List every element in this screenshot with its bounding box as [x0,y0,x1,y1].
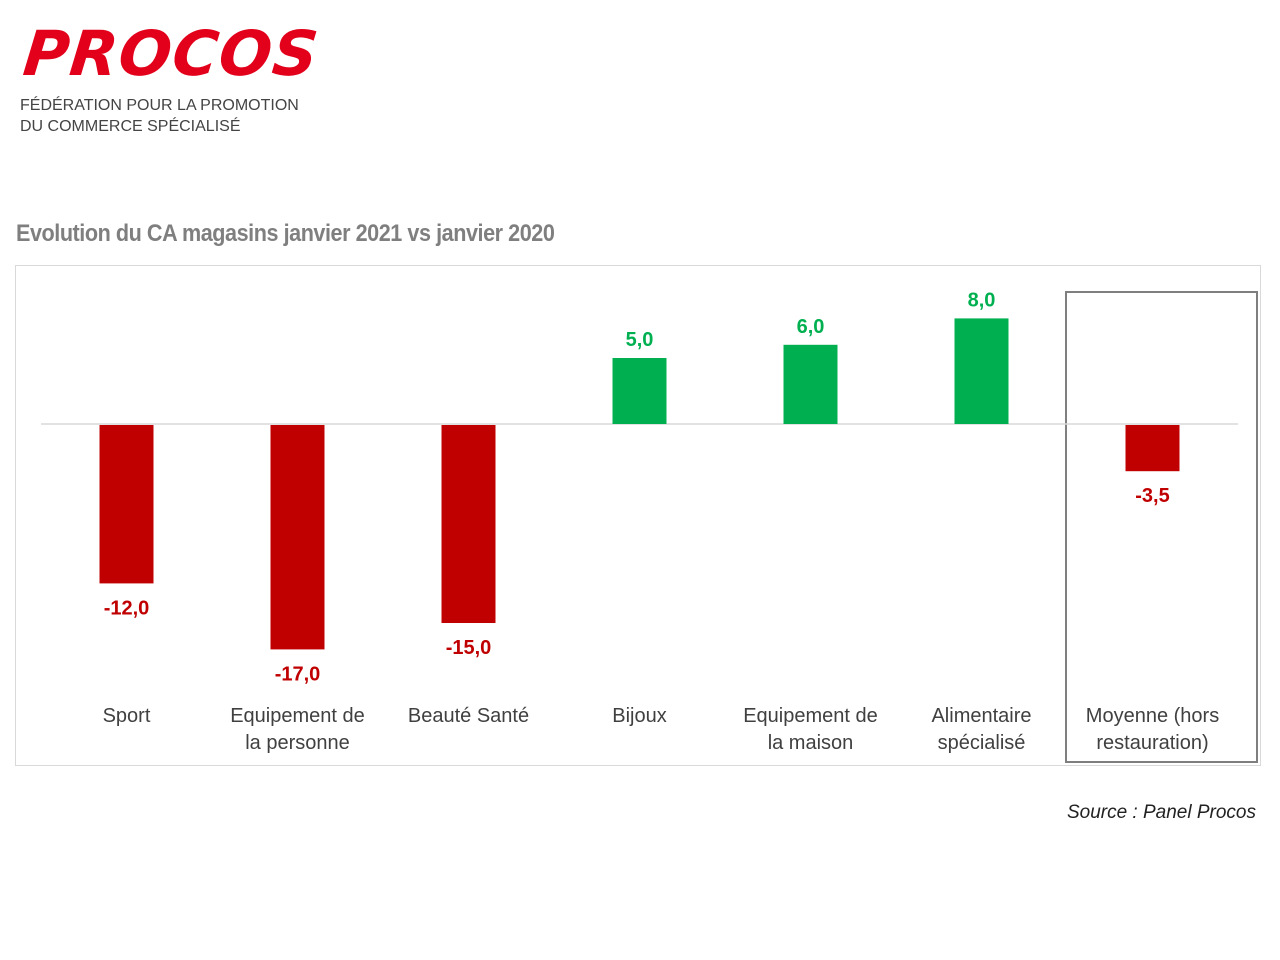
data-label: 6,0 [797,316,825,338]
data-label: 5,0 [626,329,654,351]
bar [1125,425,1180,472]
category-label: la personne [245,732,350,754]
data-label: -15,0 [446,637,492,659]
tagline-line-1: FÉDÉRATION POUR LA PROMOTION [20,97,299,114]
tagline-line-2: DU COMMERCE SPÉCIALISÉ [20,118,241,135]
chart-frame: -12,0 Sport -17,0 Equipement de la personne -… [15,265,1261,766]
category-label: Bijoux [612,705,666,727]
bar [441,425,496,623]
procos-logo: PROCOS [20,17,323,90]
tagline: FÉDÉRATION POUR LA PROMOTION DU COMMERCE… [20,95,299,137]
bar [270,425,325,650]
category-label: Alimentaire [931,705,1031,727]
bar [612,358,667,424]
chart-title: Evolution du CA magasins janvier 2021 vs… [16,220,555,247]
source-note: Source : Panel Procos [1066,802,1256,823]
data-label: -12,0 [104,597,150,619]
category-label: la maison [768,732,854,754]
data-label: -17,0 [275,663,321,685]
bar [99,425,154,584]
category-label: Equipement de [743,705,878,727]
category-label: restauration) [1096,732,1208,754]
category-label: Moyenne (hors [1086,705,1219,727]
bar [954,318,1009,424]
data-label: -3,5 [1135,485,1169,507]
category-label: Sport [103,705,151,727]
category-label: Equipement de [230,705,365,727]
category-label: spécialisé [938,732,1026,754]
highlight-box [1065,291,1258,763]
bar-chart: -12,0 Sport -17,0 Equipement de la personne -… [41,289,1258,763]
category-label: Beauté Santé [408,705,529,727]
bar [783,344,838,424]
data-label: 8,0 [968,289,996,311]
